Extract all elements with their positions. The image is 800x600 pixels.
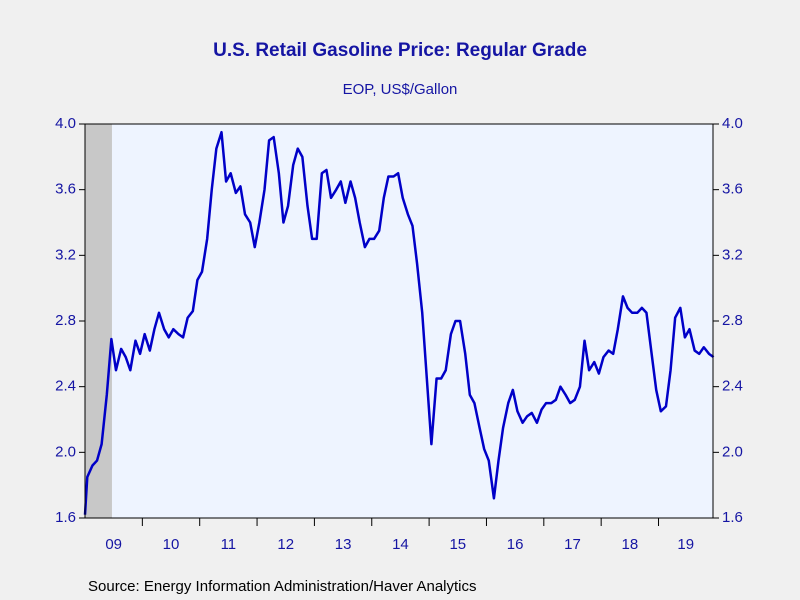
y-tick-label: 2.8 (55, 312, 76, 329)
source: Source: Energy Information Administratio… (88, 578, 477, 595)
y-tick-label: 3.2 (55, 246, 76, 263)
x-tick-label: 10 (163, 536, 180, 553)
plot-frame (84, 123, 714, 519)
y-tick-label: 2.4 (55, 378, 76, 395)
x-tick-label: 15 (449, 536, 466, 553)
price-line (83, 130, 715, 515)
x-tick-label: 19 (677, 536, 694, 553)
plot-area (85, 124, 713, 518)
y-tick-label: 3.6 (55, 181, 76, 198)
y2-tick-label: 2.0 (722, 443, 743, 460)
x-tick-label: 17 (564, 536, 581, 553)
chart-title: U.S. Retail Gasoline Price: Regular Grad… (213, 40, 587, 61)
x-tick-label: 09 (105, 536, 122, 553)
x-tick-label: 11 (221, 536, 237, 553)
y2-tick-label: 3.2 (722, 246, 743, 263)
y2-tick-label: 4.0 (722, 115, 743, 132)
x-tick-label: 14 (392, 536, 409, 553)
y2-tick-label: 2.8 (722, 312, 743, 329)
x-tick-label: 18 (621, 536, 638, 553)
x-tick-label: 12 (277, 536, 294, 553)
x-tick-label: 16 (507, 536, 524, 553)
y2-tick-label: 2.4 (722, 378, 743, 395)
y-tick-label: 1.6 (55, 509, 76, 526)
y-tick-label: 4.0 (55, 115, 76, 132)
y2-tick-label: 1.6 (722, 509, 743, 526)
y2-tick-label: 3.6 (722, 181, 743, 198)
chart-subtitle: EOP, US$/Gallon (343, 81, 458, 98)
y-tick-label: 2.0 (55, 443, 76, 460)
x-tick-label: 13 (335, 536, 352, 553)
